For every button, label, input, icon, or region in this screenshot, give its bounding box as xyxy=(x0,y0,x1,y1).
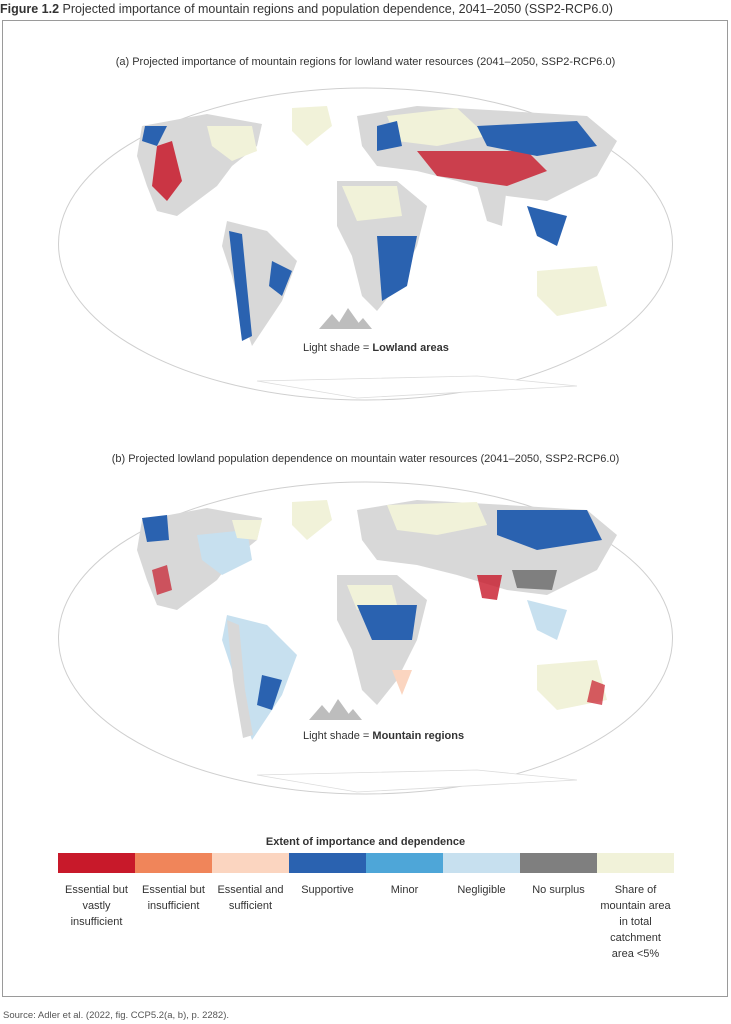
legend-swatch xyxy=(520,853,597,873)
panel-b-title: (b) Projected lowland population depende… xyxy=(111,453,620,465)
panel-a-caption-bold: Lowland areas xyxy=(372,342,449,354)
legend-swatch xyxy=(212,853,289,873)
legend-swatch xyxy=(366,853,443,873)
legend-label: Essential but insufficient xyxy=(142,884,205,912)
panel-b-caption: Light shade = Mountain regions xyxy=(303,730,464,742)
legend-label: Minor xyxy=(390,884,419,896)
figure-title-text: Projected importance of mountain regions… xyxy=(62,2,613,16)
legend-label: Negligible xyxy=(457,884,506,896)
panel-b-caption-prefix: Light shade = xyxy=(303,730,373,742)
legend-swatch xyxy=(597,853,674,873)
mountain-icon xyxy=(309,699,362,720)
mountain-icon xyxy=(319,308,372,329)
figure-title: Figure 1.2 Projected importance of mount… xyxy=(0,2,613,16)
panel-b-caption-bold: Mountain regions xyxy=(372,730,465,742)
legend-color-bar xyxy=(58,853,674,873)
panel-a-caption: Light shade = Lowland areas xyxy=(303,342,449,354)
panel-a-caption-prefix: Light shade = xyxy=(303,342,373,354)
map-panel-b xyxy=(57,480,674,796)
legend-labels: Essential but vastly insufficient Essenti… xyxy=(58,882,674,962)
legend-title: Extent of importance and dependence xyxy=(265,836,466,848)
figure-number: Figure 1.2 xyxy=(0,2,60,16)
figure-frame xyxy=(2,20,728,997)
legend-swatch xyxy=(58,853,135,873)
legend-swatch xyxy=(135,853,212,873)
world-map-a xyxy=(58,87,673,401)
world-map-b xyxy=(58,481,673,795)
map-panel-a xyxy=(57,86,674,402)
source-note: Source: Adler et al. (2022, fig. CCP5.2(… xyxy=(3,1010,230,1021)
legend-label: No surplus xyxy=(532,884,585,896)
panel-a-title: (a) Projected importance of mountain reg… xyxy=(115,56,616,68)
legend-swatch xyxy=(289,853,366,873)
legend-label: Supportive xyxy=(301,884,354,896)
legend-label: Essential and sufficient xyxy=(217,884,284,912)
legend-swatch xyxy=(443,853,520,873)
legend-label: Share of mountain area in total catchmen… xyxy=(600,884,671,960)
legend-label: Essential but vastly insufficient xyxy=(65,884,128,928)
